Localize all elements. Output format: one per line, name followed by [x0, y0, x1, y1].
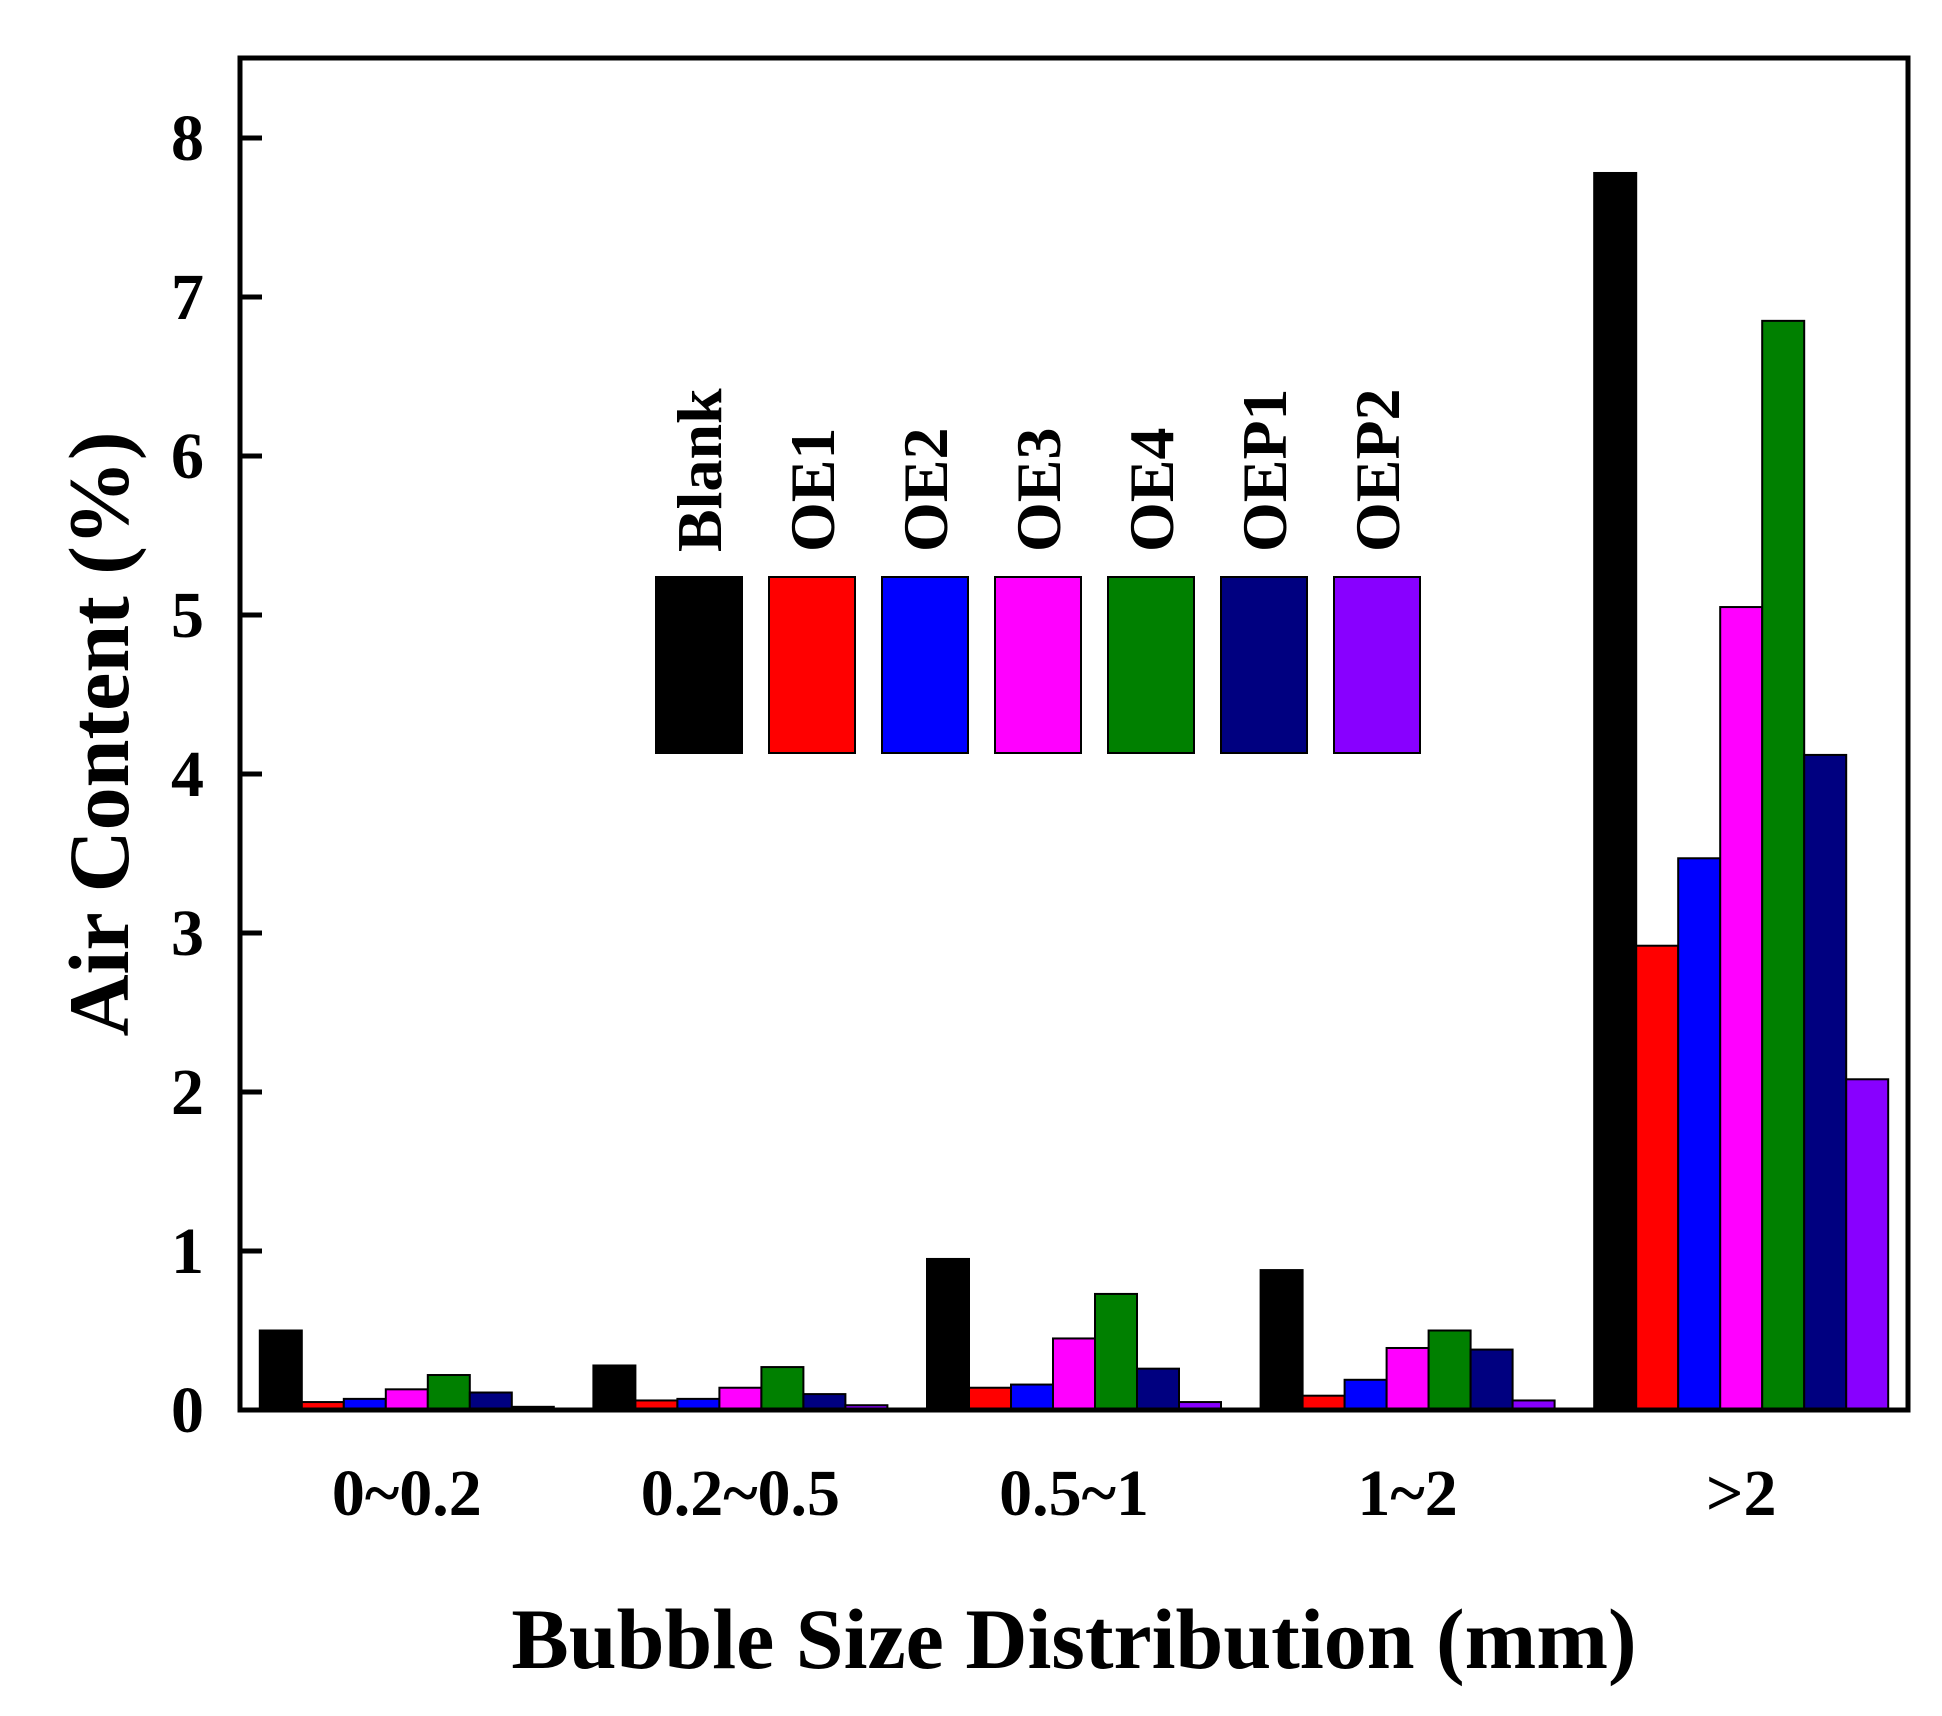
y-axis: 0 1 2 3 4 5 6 7 8: [171, 102, 262, 1447]
y-tick-label: 0: [171, 1374, 204, 1447]
x-tick-label: 1~2: [1357, 1457, 1457, 1530]
y-tick-label: 5: [171, 579, 204, 652]
bar-oe2-4: [1677, 857, 1722, 1411]
bar-oe3-1: [718, 1386, 763, 1411]
x-tick-label: 0.2~0.5: [641, 1457, 840, 1530]
x-tick-label: 0.5~1: [999, 1457, 1149, 1530]
bar-oe3-0: [384, 1388, 429, 1411]
bar-oe3-3: [1385, 1346, 1430, 1411]
legend-label-oe3: OE3: [1003, 428, 1074, 552]
bar-blank-3: [1259, 1269, 1304, 1411]
bar-oe4-0: [426, 1374, 471, 1412]
bar-oep1-3: [1469, 1348, 1514, 1411]
bar-oe4-3: [1427, 1329, 1472, 1411]
bar-blank-2: [926, 1257, 970, 1411]
y-tick-label: 2: [171, 1056, 204, 1129]
legend-label-oep2: OEP2: [1342, 388, 1413, 552]
legend: Blank OE1 OE2 OE3 OE4 OEP1 OEP2: [655, 388, 1421, 754]
bar-blank-1: [592, 1364, 637, 1411]
bar-oe2-3: [1343, 1378, 1388, 1412]
y-tick-label: 3: [171, 897, 204, 970]
bar-oe2-2: [1010, 1383, 1054, 1412]
bar-oep1-2: [1136, 1367, 1180, 1412]
y-tick-label: 6: [171, 420, 204, 493]
bar-oep1-4: [1803, 753, 1848, 1411]
legend-label-oe1: OE1: [777, 428, 848, 552]
bar-oe3-4: [1719, 606, 1764, 1411]
bar-blank-4: [1593, 171, 1638, 1412]
bars-layer: [258, 171, 1890, 1412]
y-tick-label: 8: [171, 102, 204, 175]
y-tick-label: 1: [171, 1215, 204, 1288]
legend-label-blank: Blank: [664, 388, 735, 552]
legend-label-oe2: OE2: [890, 428, 961, 552]
bar-oe1-4: [1635, 944, 1680, 1411]
bar-oe1-2: [968, 1386, 1012, 1411]
bar-blank-0: [258, 1329, 303, 1411]
bar-oep2-4: [1845, 1078, 1890, 1412]
legend-swatch-oep1: [1220, 576, 1308, 754]
y-tick-label: 7: [171, 261, 204, 334]
x-tick-label: 0~0.2: [332, 1457, 482, 1530]
legend-swatch-oe4: [1107, 576, 1195, 754]
legend-swatch-blank: [655, 576, 743, 754]
bar-oe4-2: [1094, 1292, 1138, 1412]
x-tick-label: >2: [1706, 1457, 1777, 1530]
y-axis-title: Air Content (%): [51, 431, 147, 1036]
legend-label-oe4: OE4: [1116, 428, 1187, 552]
legend-swatch-oe3: [994, 576, 1082, 754]
legend-label-oep1: OEP1: [1229, 388, 1300, 552]
legend-swatch-oep2: [1333, 576, 1421, 754]
bar-oep1-0: [468, 1391, 513, 1412]
legend-swatch-oe1: [768, 576, 856, 754]
bar-oe4-1: [760, 1366, 805, 1411]
legend-swatch-oe2: [881, 576, 969, 754]
x-axis: 0~0.2 0.2~0.5 0.5~1 1~2 >2: [332, 1457, 1777, 1530]
bar-oe4-4: [1761, 319, 1806, 1412]
bar-oe3-2: [1052, 1337, 1096, 1411]
plot-frame: [237, 55, 1911, 1413]
y-tick-label: 4: [171, 738, 204, 811]
x-axis-title: Bubble Size Distribution (mm): [511, 1591, 1636, 1687]
